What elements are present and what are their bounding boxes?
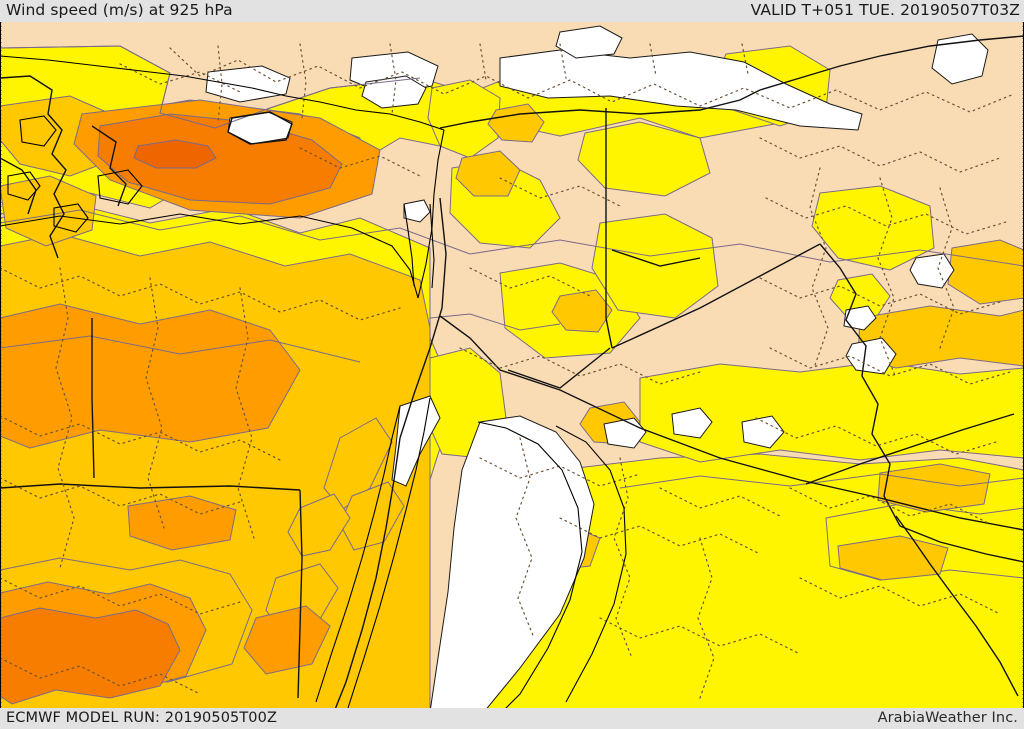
map-canvas[interactable] — [0, 18, 1024, 712]
page-title: Wind speed (m/s) at 925 hPa — [6, 1, 233, 19]
footer-bar: ECMWF MODEL RUN: 20190505T00Z ArabiaWeat… — [0, 708, 1024, 729]
valid-time-label: VALID T+051 TUE. 20190507T03Z — [750, 1, 1020, 19]
contour-lines — [0, 45, 1024, 489]
internal-boundaries — [0, 43, 1015, 699]
country-borders — [0, 35, 1024, 712]
model-run-label: ECMWF MODEL RUN: 20190505T00Z — [6, 710, 277, 726]
shade-band-orange — [0, 113, 343, 705]
shade-band-deep — [133, 139, 217, 169]
forecast-map[interactable] — [0, 18, 1024, 712]
coastlines — [0, 55, 627, 712]
header-bar: Wind speed (m/s) at 925 hPa VALID T+051 … — [0, 0, 1024, 22]
provider-credit: ArabiaWeather Inc. — [877, 710, 1018, 726]
